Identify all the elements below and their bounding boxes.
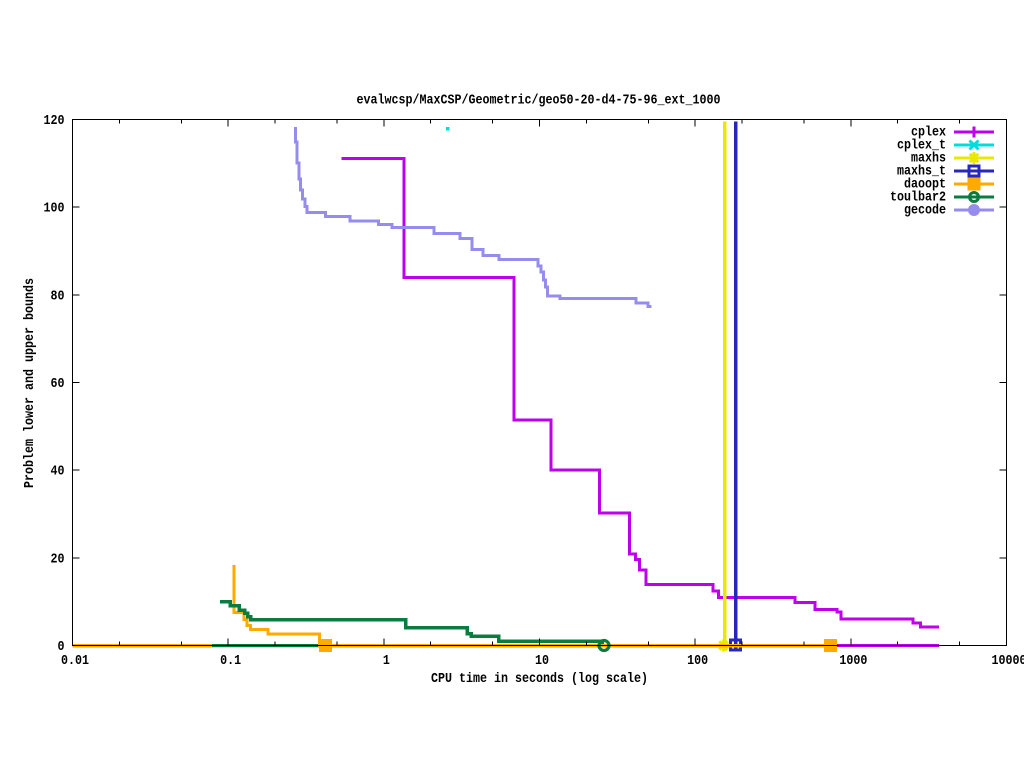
svg-text:120: 120 [44,113,65,129]
svg-text:0.1: 0.1 [220,653,241,669]
svg-text:daoopt: daoopt [904,177,946,193]
svg-text:toulbar2: toulbar2 [890,190,946,206]
svg-text:1000: 1000 [839,653,867,669]
svg-text:80: 80 [51,288,65,304]
svg-text:10000: 10000 [992,653,1024,669]
svg-text:Problem lower and upper bounds: Problem lower and upper bounds [22,278,38,488]
svg-text:maxhs: maxhs [911,151,946,167]
svg-text:gecode: gecode [904,203,946,219]
svg-text:10: 10 [535,653,549,669]
svg-text:20: 20 [51,551,65,567]
svg-text:maxhs_t: maxhs_t [897,164,946,180]
svg-text:cplex: cplex [911,125,946,141]
svg-text:1: 1 [383,653,390,669]
svg-text:evalwcsp/MaxCSP/Geometric/geo5: evalwcsp/MaxCSP/Geometric/geo50-20-d4-75… [357,93,721,109]
svg-text:CPU time in seconds (log scale: CPU time in seconds (log scale) [431,671,648,687]
svg-text:100: 100 [687,653,708,669]
svg-text:0.01: 0.01 [61,653,89,669]
svg-text:40: 40 [51,464,65,480]
svg-text:cplex_t: cplex_t [897,138,946,154]
svg-text:100: 100 [44,201,65,217]
svg-text:60: 60 [51,376,65,392]
svg-text:0: 0 [58,639,65,655]
